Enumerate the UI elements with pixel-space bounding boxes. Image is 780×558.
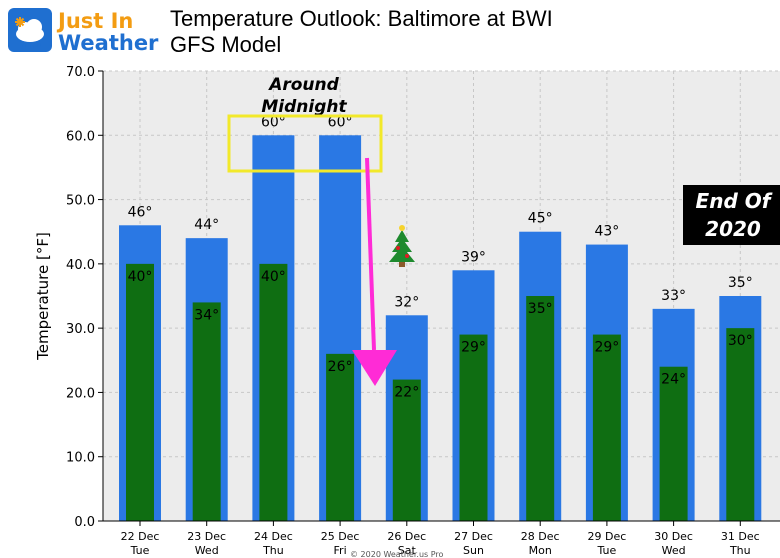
- x-tick-label-date: 27 Dec: [454, 530, 493, 543]
- data-label-low: 30°: [728, 333, 753, 349]
- value-labels: 46° 40° 44° 34° 60° 40° 60° 26° 32° 22° 39° 29° 45° 3…: [128, 114, 753, 400]
- data-label-high: 43°: [594, 224, 619, 240]
- tree-bottom: [389, 246, 415, 262]
- bar-low: [459, 334, 488, 521]
- bar-low: [592, 334, 621, 521]
- data-label-low: 26°: [328, 359, 353, 375]
- x-tick-label-day: Thu: [262, 544, 284, 557]
- y-tick-label: 70.0: [66, 65, 95, 80]
- x-tick-label-day: Wed: [195, 544, 219, 557]
- data-label-low: 35°: [528, 301, 553, 317]
- x-tick-label-day: Tue: [130, 544, 150, 557]
- x-tick-label-date: 23 Dec: [187, 530, 226, 543]
- bar-low: [392, 379, 421, 521]
- x-tick-label-day: Wed: [662, 544, 686, 557]
- data-label-high: 33°: [661, 288, 686, 304]
- highlight-box: [227, 114, 383, 173]
- bar-low: [326, 353, 355, 521]
- data-label-high: 60°: [328, 114, 353, 130]
- bars: [119, 135, 762, 522]
- annotation-midnight: Midnight: [261, 97, 347, 117]
- data-label-low: 34°: [194, 307, 219, 323]
- footer-credit: © 2020 Weather.us Pro: [350, 550, 444, 558]
- x-tick-label-day: Sat: [398, 544, 417, 557]
- chart-title: Temperature Outlook: Baltimore at BWI GF…: [170, 6, 770, 58]
- data-label-high: 60°: [261, 114, 286, 130]
- y-tick-label: 40.0: [66, 258, 95, 273]
- brand-name-line2: Weather: [58, 31, 159, 55]
- y-tick-label: 60.0: [66, 129, 95, 144]
- bar-low: [192, 302, 221, 521]
- x-tick-label-date: 31 Dec: [721, 530, 760, 543]
- x-tick-label-day: Mon: [529, 544, 552, 557]
- bar-low: [526, 296, 555, 521]
- bar-low: [659, 366, 688, 521]
- y-tick-label: 10.0: [66, 451, 95, 466]
- snowflake-cloud-icon: [8, 8, 52, 52]
- bar-low: [126, 263, 154, 521]
- x-tick-label-day: Fri: [334, 544, 347, 557]
- bar-low: [259, 263, 288, 521]
- data-label-high: 32°: [394, 294, 419, 310]
- data-label-high: 44°: [194, 217, 219, 233]
- end-of-year-text: 2020: [705, 217, 761, 241]
- chart-title-line2: GFS Model: [170, 32, 282, 57]
- data-label-high: 46°: [128, 204, 153, 220]
- tree-trunk: [399, 262, 405, 267]
- x-tick-label-date: 28 Dec: [521, 530, 560, 543]
- x-tick-label-date: 25 Dec: [321, 530, 360, 543]
- x-tick-label-day: Sun: [463, 544, 484, 557]
- tree-ornament: [405, 254, 409, 258]
- data-label-low: 29°: [461, 340, 486, 356]
- data-label-high: 39°: [461, 249, 486, 265]
- data-label-low: 29°: [594, 340, 619, 356]
- data-label-low: 24°: [661, 372, 686, 388]
- x-tick-label-day: Thu: [729, 544, 751, 557]
- data-label-low: 40°: [261, 269, 286, 285]
- brand-logo: Just In Weather: [8, 6, 168, 58]
- x-tick-label-date: 29 Dec: [588, 530, 627, 543]
- end-of-2020-box: [683, 185, 780, 245]
- chart-title-line1: Temperature Outlook: Baltimore at BWI: [170, 6, 553, 31]
- tree-ornament: [396, 246, 400, 250]
- christmas-tree-icon: [389, 225, 415, 267]
- y-tick-label: 20.0: [66, 386, 95, 401]
- arrow-shaft: [365, 157, 376, 351]
- x-tick-label-day: Tue: [597, 544, 617, 557]
- tree-top: [395, 230, 409, 242]
- arrow-head: [352, 350, 397, 386]
- x-tick-label-date: 24 Dec: [254, 530, 293, 543]
- y-axis-title: Temperature [°F]: [34, 232, 52, 361]
- y-tick-label: 0.0: [74, 515, 95, 530]
- bar-low: [726, 328, 755, 521]
- y-tick-label: 30.0: [66, 322, 95, 337]
- x-tick-label-date: 22 Dec: [121, 530, 160, 543]
- tree-star: [399, 225, 405, 231]
- y-axis: 0.0 10.0 20.0 30.0 40.0 50.0 60.0 70.0: [66, 65, 104, 530]
- end-of-text: End Of: [696, 189, 773, 213]
- brand-name-line1: Just In: [58, 9, 134, 33]
- x-tick-label-date: 26 Dec: [387, 530, 426, 543]
- annotation-around: Around: [267, 75, 339, 95]
- data-label-high: 35°: [728, 275, 753, 291]
- data-label-high: 45°: [528, 211, 553, 227]
- data-label-low: 40°: [128, 269, 153, 285]
- y-tick-label: 50.0: [66, 194, 95, 209]
- x-tick-label-date: 30 Dec: [654, 530, 693, 543]
- data-label-low: 22°: [394, 385, 419, 401]
